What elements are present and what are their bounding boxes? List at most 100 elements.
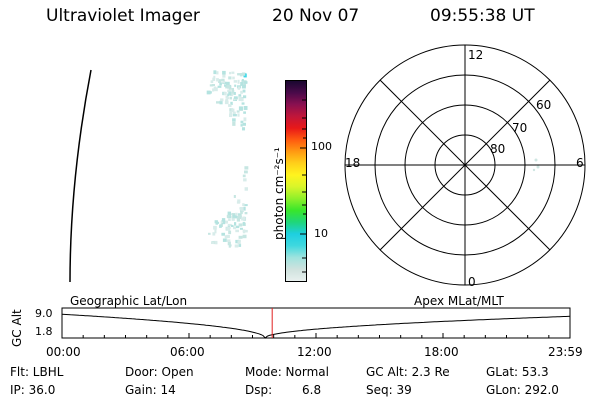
uv-dot <box>222 70 226 75</box>
uv-dot <box>233 80 238 83</box>
uv-dot <box>208 232 211 235</box>
uv-dot <box>243 111 246 114</box>
uv-dot <box>244 81 248 84</box>
uv-dot <box>221 232 226 236</box>
uv-dot <box>234 97 238 100</box>
uv-dot <box>238 106 243 111</box>
uv-dot <box>229 113 233 118</box>
uv-dot <box>242 203 245 207</box>
uv-dot <box>218 79 222 83</box>
uv-dot <box>224 84 227 87</box>
uv-dot <box>243 117 247 122</box>
uv-dot <box>209 84 214 87</box>
x-tick-0000: 00:00 <box>46 345 81 359</box>
uv-dot <box>207 91 212 94</box>
uv-dot <box>227 93 230 97</box>
uv-dot <box>232 111 236 116</box>
uv-dot <box>219 224 222 228</box>
info-seq: Seq: 39 <box>366 383 412 397</box>
uv-dot <box>241 79 244 83</box>
altitude-curve <box>61 313 571 339</box>
uv-dot <box>228 223 232 226</box>
mlt-label-18: 18 <box>345 156 361 170</box>
uv-dot <box>238 223 242 226</box>
info-glat: GLat: 53.3 <box>486 365 549 379</box>
uv-dot <box>242 89 246 93</box>
uv-dot <box>237 113 240 117</box>
uv-dot <box>227 226 231 230</box>
app-title: Ultraviolet Imager <box>46 6 200 26</box>
uv-dot <box>231 216 236 219</box>
uv-dot <box>234 244 239 248</box>
x-tick-1800: 18:00 <box>424 345 459 359</box>
uv-dot <box>241 209 245 212</box>
uv-dot <box>225 84 229 89</box>
uv-dot <box>232 122 236 126</box>
uv-dot <box>225 98 229 102</box>
uv-dot <box>215 241 218 245</box>
uv-dot <box>243 217 247 221</box>
uv-dot <box>227 85 231 89</box>
uv-dot <box>242 221 245 226</box>
uv-dot <box>227 215 231 219</box>
uv-dot <box>226 234 230 239</box>
uv-dot <box>230 224 234 227</box>
timeline-frame <box>61 307 571 339</box>
uv-dot <box>215 221 218 225</box>
uv-dot <box>238 223 243 227</box>
uv-dot <box>230 101 233 106</box>
uv-dot <box>222 81 227 85</box>
uv-dot <box>220 98 224 102</box>
timeline-y-tick-top: 9.0 <box>35 307 53 320</box>
uv-dot <box>231 90 235 93</box>
uv-dot <box>237 214 242 218</box>
uv-dot <box>240 124 243 127</box>
uv-dot <box>244 229 248 233</box>
uv-dot <box>240 82 244 86</box>
uv-dot <box>210 80 214 84</box>
uv-dot <box>230 93 234 97</box>
uv-dot <box>239 73 243 77</box>
uv-dot <box>213 240 218 245</box>
uv-dot <box>234 215 238 219</box>
uv-dot <box>228 218 231 221</box>
timeline-right-label: Apex MLat/MLT <box>414 294 504 308</box>
uv-dot <box>216 101 220 104</box>
uv-dot <box>213 75 216 80</box>
earth-limb-line <box>69 69 92 283</box>
uv-dot <box>226 239 231 242</box>
uv-dot <box>224 235 228 239</box>
uv-dot <box>238 94 242 99</box>
uv-dot <box>232 114 237 117</box>
uv-dot <box>238 243 242 247</box>
uv-dot <box>233 195 236 198</box>
uv-dot <box>244 166 249 170</box>
uv-dot <box>229 110 233 115</box>
uv-dot <box>242 229 246 233</box>
uv-dot <box>231 213 236 217</box>
lat-label-80: 80 <box>490 142 506 156</box>
uv-dot <box>233 98 238 102</box>
uv-dot <box>224 220 229 224</box>
colorbar-unit-label: photon cm⁻²s⁻¹ <box>272 147 286 240</box>
uv-dot <box>228 86 231 89</box>
uv-dot <box>242 216 246 221</box>
uv-dot <box>243 206 246 211</box>
observation-time: 09:55:38 UT <box>430 6 535 26</box>
uv-dot <box>241 79 244 82</box>
uv-dot <box>235 229 240 233</box>
uv-dot <box>240 227 243 230</box>
x-tick-0600: 06:00 <box>170 345 205 359</box>
uv-dot <box>231 218 235 221</box>
uv-dot <box>227 211 232 216</box>
uv-dot <box>221 218 226 222</box>
uv-dot <box>239 207 243 210</box>
uv-dot <box>211 242 215 245</box>
uv-dot <box>216 71 219 75</box>
uv-dot <box>214 220 218 224</box>
uv-dot <box>222 238 227 242</box>
colorbar-tick-10: 10 <box>314 227 328 240</box>
uv-dot <box>212 232 216 236</box>
uv-dot <box>244 170 248 174</box>
uv-dot <box>219 82 222 86</box>
